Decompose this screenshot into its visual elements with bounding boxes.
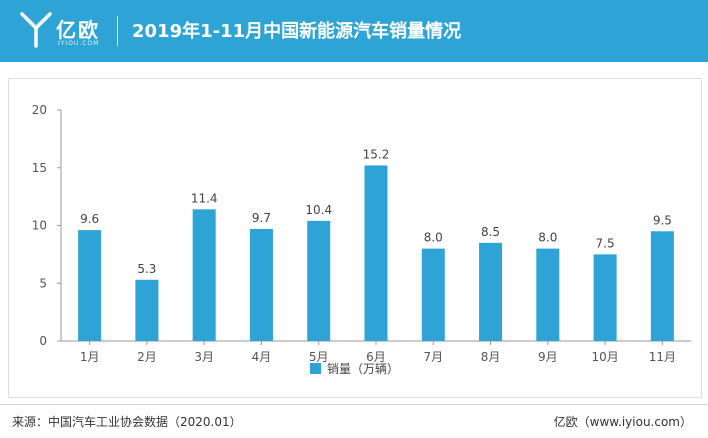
data-label: 8.0: [538, 231, 557, 245]
bar: [650, 231, 674, 341]
x-tick-label: 10月: [591, 350, 618, 364]
data-label: 7.5: [596, 236, 615, 250]
bar: [421, 248, 445, 341]
data-label: 5.3: [137, 262, 156, 276]
chart-panel: 0 5 10 15 20 9.6 1月 5.3 2月 11.4 3月 9.7 4月 10.4 5月 15.2 6…: [8, 78, 702, 398]
header-divider: [117, 16, 118, 46]
bar: [249, 228, 273, 341]
y-tick-label: 0: [39, 334, 47, 348]
bar: [307, 220, 331, 341]
y-tick-label: 15: [32, 161, 47, 175]
bar: [192, 209, 216, 341]
x-tick-label: 3月: [194, 350, 214, 364]
data-label: 11.4: [191, 191, 218, 205]
y-tick-label: 10: [32, 219, 47, 233]
data-label: 10.4: [305, 203, 332, 217]
x-tick-label: 5月: [309, 350, 329, 364]
footer-divider: [0, 404, 708, 405]
x-tick-label: 2月: [137, 350, 157, 364]
data-label: 9.6: [80, 212, 99, 226]
x-tick-label: 7月: [423, 350, 443, 364]
y-tick-label: 20: [32, 103, 47, 117]
bar: [78, 230, 102, 341]
footer-brand: 亿欧（www.iyiou.com）: [553, 415, 692, 429]
legend-label: 销量（万辆）: [327, 362, 399, 376]
bar: [536, 248, 560, 341]
data-label: 9.5: [653, 213, 672, 227]
bar: [479, 242, 503, 341]
yiou-logo-icon: [20, 12, 52, 48]
bar: [364, 165, 388, 341]
x-tick-label: 4月: [252, 350, 272, 364]
bar: [593, 254, 617, 341]
x-tick-label: 9月: [538, 350, 558, 364]
data-label: 8.0: [424, 231, 443, 245]
y-tick-label: 5: [39, 276, 47, 290]
data-label: 8.5: [481, 225, 500, 239]
brand-domain: IYIOU.COM: [58, 40, 100, 47]
data-label: 15.2: [363, 147, 390, 161]
x-tick-label: 6月: [366, 350, 386, 364]
x-tick-label: 11月: [649, 350, 676, 364]
header-bar: 亿欧 IYIOU.COM 2019年1-11月中国新能源汽车销量情况: [0, 0, 708, 62]
x-tick-label: 8月: [481, 350, 501, 364]
legend-swatch: [310, 363, 321, 374]
bar: [135, 279, 159, 341]
brand-name: 亿欧: [56, 18, 100, 42]
source-note: 来源：中国汽车工业协会数据（2020.01）: [12, 415, 242, 429]
bar-chart: 0 5 10 15 20 9.6 1月 5.3 2月 11.4 3月 9.7 4月 10.4 5月 15.2 6…: [32, 103, 691, 376]
page-title: 2019年1-11月中国新能源汽车销量情况: [132, 21, 462, 42]
x-tick-label: 1月: [80, 350, 100, 364]
data-label: 9.7: [252, 211, 271, 225]
